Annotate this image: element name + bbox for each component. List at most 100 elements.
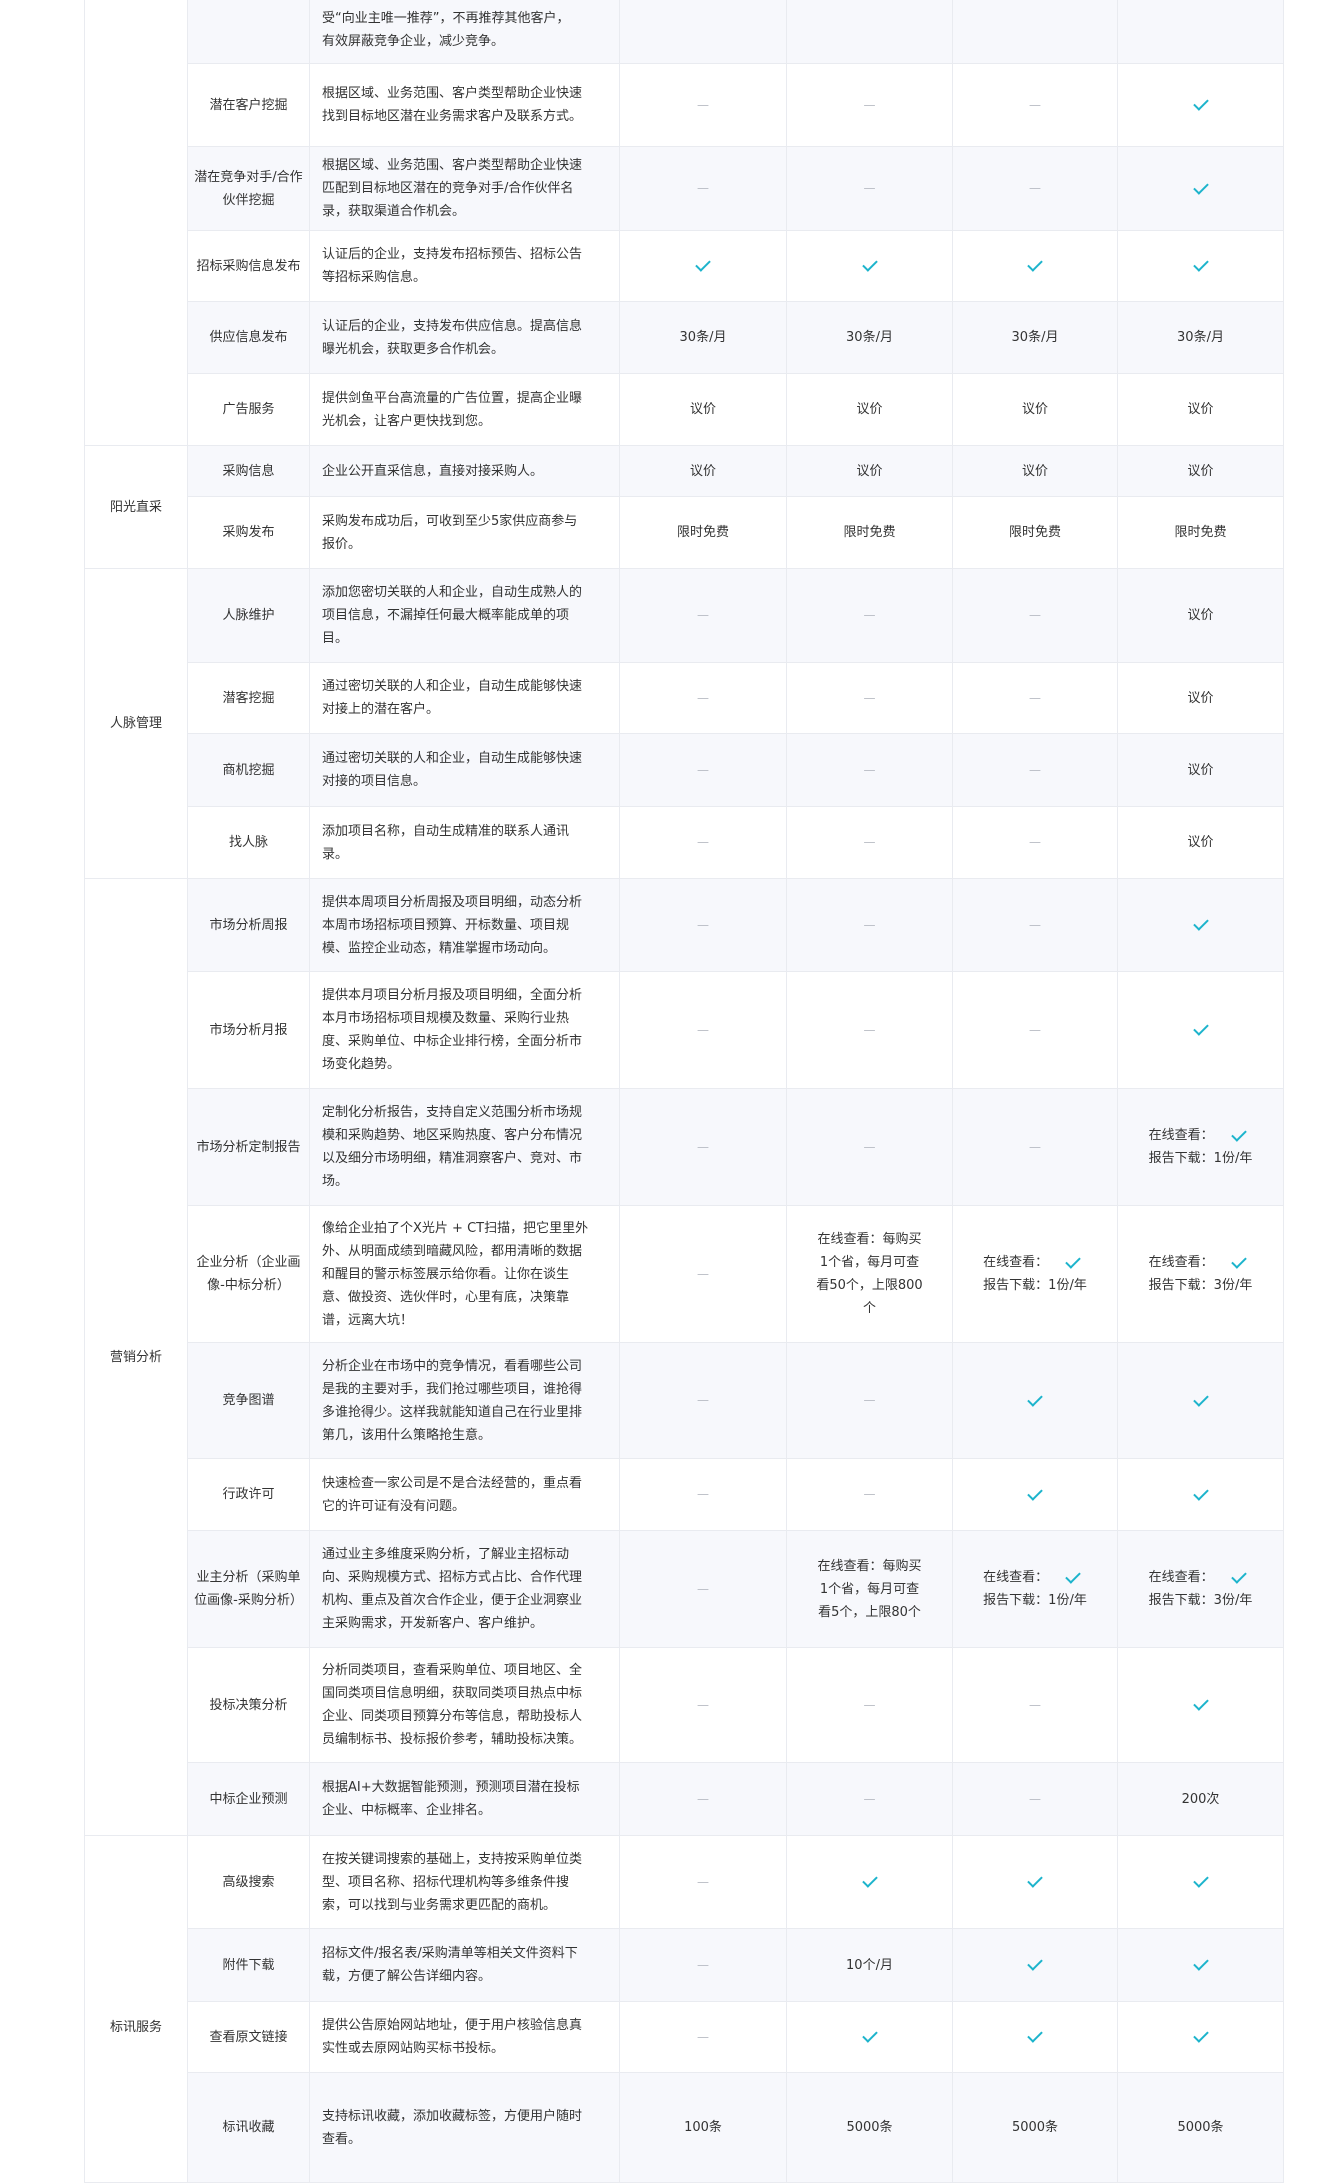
dash-icon: —	[863, 1139, 876, 1154]
dash-icon: —	[697, 1581, 709, 1596]
description-line: 机构、重点及首次合作企业，便于企业洞察业	[322, 1593, 583, 1608]
description-line: 录，获取渠道合作机会。	[322, 204, 466, 219]
feature-name-cell	[187, 0, 310, 64]
description-line: 快速检查一家公司是不是合法经营的，重点看	[322, 1475, 583, 1491]
check-icon	[1027, 1872, 1043, 1888]
feature-name: 广告服务	[222, 402, 275, 417]
description-line: 对接的项目信息。	[322, 774, 427, 789]
plan-value-text: 议价	[1021, 402, 1048, 417]
check-icon	[1192, 1020, 1209, 1036]
table-row: 竞争图谱 分析企业在市场中的竞争情况，看看哪些公司 是我的主要对手，我们抢过哪些项目…	[85, 1342, 1284, 1459]
plan-value-cell-1: —	[619, 971, 787, 1089]
check-icon	[1192, 1695, 1209, 1711]
plan-value-cell-4: 30条/月	[1117, 301, 1284, 374]
description-line: 提供剑鱼平台高流量的广告位置，提高企业曝	[322, 390, 583, 406]
plan-value-text: 议价	[1021, 463, 1048, 479]
plan-value-text: 议价	[1187, 608, 1214, 623]
feature-description-cell: 根据区域、业务范围、客户类型帮助企业快速 匹配到目标地区潜在的竞争对手/合作伙伴名…	[309, 146, 620, 231]
feature-description-cell: 根据区域、业务范围、客户类型帮助企业快速 找到目标地区潜在业务需求客户及联系方式。	[309, 63, 620, 147]
plan-value-cell-3: 30条/月	[952, 301, 1118, 374]
dash-icon: —	[863, 1022, 876, 1037]
plan-value-cell-2: —	[786, 63, 953, 147]
table-row: 中标企业预测 根据AI+大数据智能预测，预测项目潜在投标 企业、中标概率、企业排名。…	[85, 1762, 1284, 1836]
description-line: 它的许可证有没有问题。	[322, 1498, 466, 1514]
check-icon	[1192, 1872, 1209, 1888]
plan-value-cell-2: 议价	[786, 373, 953, 446]
plan-value-cell-4	[1117, 63, 1284, 147]
report-download-line: 报告下载：1份/年	[983, 1589, 1087, 1612]
table-row: 供应信息发布 认证后的企业，支持发布供应信息。提高信息 曝光机会，获取更多合作机会。…	[85, 301, 1284, 374]
plan-value-cell-3	[952, 1458, 1118, 1531]
feature-name: 标讯收藏	[222, 2120, 275, 2135]
description-line: 场变化趋势。	[322, 1057, 401, 1072]
plan-value-cell-4: 限时免费	[1117, 496, 1284, 569]
table-row: 潜客挖掘 通过密切关联的人和企业，自动生成能够快速 对接上的潜在客户。 — — — 议价	[85, 662, 1284, 734]
description-line: 目。	[322, 631, 349, 646]
plan-value-text: 议价	[856, 463, 883, 479]
feature-description-cell: 采购发布成功后，可收到至少5家供应商参与 报价。	[309, 496, 620, 569]
plan-value-cell-2: 在线查看：每购买1个省，每月可查看5个，上限80个	[786, 1530, 953, 1648]
report-download-line: 报告下载：3份/年	[1149, 1589, 1253, 1612]
dash-icon: —	[697, 1022, 709, 1037]
dash-icon: —	[863, 1487, 876, 1501]
plan-value-cell-1: —	[619, 568, 787, 663]
check-icon	[1192, 1955, 1209, 1971]
description-line: 以及细分市场明细，精准洞察客户、竞对、市	[322, 1151, 583, 1166]
plan-value-cell-3: —	[952, 806, 1118, 879]
dash-icon: —	[697, 1957, 709, 1972]
table-row: 找人脉 添加项目名称，自动生成精准的联系人通讯 录。 — — — 议价	[85, 806, 1284, 879]
description-line: 像给企业拍了个X光片 + CT扫描，把它里里外	[322, 1220, 589, 1236]
dash-icon: —	[863, 917, 876, 932]
plan-value-text: 议价	[1187, 463, 1214, 479]
category-label: 人脉管理	[109, 716, 162, 731]
plan-value-cell-2: —	[786, 1762, 953, 1836]
plan-value-cell-1	[619, 230, 787, 302]
description-line: 有效屏蔽竞争企业，减少竞争。	[322, 34, 505, 49]
dash-icon: —	[697, 1874, 709, 1889]
dash-icon: —	[697, 835, 709, 849]
feature-name-cell: 采购信息	[187, 445, 310, 497]
check-icon	[1027, 1955, 1043, 1971]
plan-value-cell-4	[1117, 1647, 1284, 1763]
plan-value-cell-1: 限时免费	[619, 496, 787, 569]
feature-name: 查看原文链接	[209, 2029, 288, 2045]
plan-value-cell-4: 在线查看： 报告下载：3份/年	[1117, 1530, 1284, 1648]
plan-value-cell-1: —	[619, 2001, 787, 2073]
description-line: 实性或去原网站购买标书投标。	[322, 2041, 505, 2056]
dash-icon: —	[1029, 917, 1041, 932]
plan-value-cell-2: 议价	[786, 445, 953, 497]
feature-name-cell: 行政许可	[187, 1458, 310, 1531]
plan-value-combo: 在线查看： 报告下载：1份/年	[983, 1566, 1087, 1612]
feature-name: 竞争图谱	[222, 1393, 275, 1408]
feature-description-cell: 添加您密切关联的人和企业，自动生成熟人的 项目信息，不漏掉任何最大概率能成单的项目…	[309, 568, 620, 663]
feature-description-cell: 支持标讯收藏，添加收藏标签，方便用户随时 查看。	[309, 2072, 620, 2183]
feature-description-cell: 通过业主多维度采购分析，了解业主招标动 向、采购规模方式、招标方式占比、合作代理机…	[309, 1530, 620, 1648]
feature-name: 市场分析定制报告	[196, 1139, 301, 1155]
feature-description-cell: 提供本周项目分析周报及项目明细，动态分析 本周市场招标项目预算、开标数量、项目规模…	[309, 878, 620, 972]
plan-value-text: 5000条	[1011, 2120, 1059, 2135]
plan-value-cell-4	[1117, 1835, 1284, 1929]
description-line: 招标文件/报名表/采购清单等相关文件资料下	[322, 1946, 578, 1961]
description-line: 根据AI+大数据智能预测，预测项目潜在投标	[322, 1780, 580, 1795]
check-icon	[1027, 256, 1043, 272]
dash-icon: —	[697, 1697, 709, 1712]
dash-icon: —	[697, 690, 709, 705]
feature-description-cell: 企业公开直采信息，直接对接采购人。	[309, 445, 620, 497]
description-line: 在按关键词搜索的基础上，支持按采购单位类	[322, 1851, 583, 1867]
plan-value-text: 5000条	[846, 2120, 893, 2135]
report-download-label: 报告下载：	[983, 1593, 1049, 1608]
feature-name-cell: 供应信息发布	[187, 301, 310, 374]
dash-icon: —	[863, 1393, 876, 1407]
description-line: 采购发布成功后，可收到至少5家供应商参与	[322, 513, 578, 529]
plan-value-text: 限时免费	[1008, 525, 1061, 540]
dash-icon: —	[697, 2029, 709, 2044]
table-row: 受“向业主唯一推荐”，不再推荐其他客户， 有效屏蔽竞争企业，减少竞争。	[84, 0, 1284, 446]
description-line: 支持标讯收藏，添加收藏标签，方便用户随时	[322, 2108, 583, 2124]
plan-value-cell-2: —	[786, 878, 953, 972]
dash-icon: —	[1029, 97, 1041, 112]
plan-value-combo: 在线查看： 报告下载：1份/年	[1149, 1124, 1252, 1170]
feature-name: 市场分析周报	[209, 917, 288, 933]
category-cell: 营销分析	[84, 878, 188, 1836]
category-cell: 人脉管理	[84, 568, 188, 879]
online-view-label: 在线查看：	[1148, 1570, 1214, 1585]
